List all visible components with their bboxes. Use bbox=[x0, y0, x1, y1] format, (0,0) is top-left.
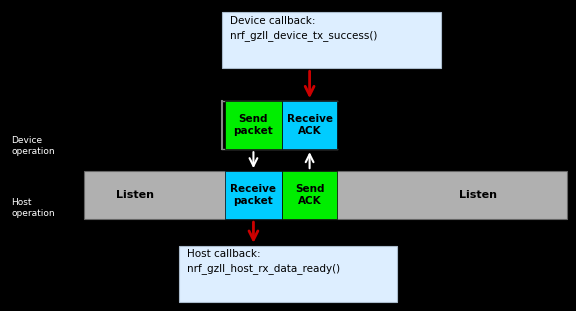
Text: Receive
packet: Receive packet bbox=[230, 184, 276, 206]
Bar bbox=[282, 101, 337, 149]
Text: Listen: Listen bbox=[116, 190, 154, 200]
Text: Receive
ACK: Receive ACK bbox=[287, 114, 332, 136]
Text: Host
operation: Host operation bbox=[12, 198, 55, 218]
Bar bbox=[222, 12, 441, 68]
Text: Send
packet: Send packet bbox=[233, 114, 274, 136]
Bar bbox=[179, 246, 397, 302]
Text: Send
ACK: Send ACK bbox=[295, 184, 324, 206]
Text: Device
operation: Device operation bbox=[12, 136, 55, 156]
Bar bbox=[225, 101, 282, 149]
Text: Device callback:
nrf_gzll_device_tx_success(): Device callback: nrf_gzll_device_tx_succ… bbox=[230, 16, 378, 40]
Bar bbox=[84, 171, 567, 219]
Text: Host callback:
nrf_gzll_host_rx_data_ready(): Host callback: nrf_gzll_host_rx_data_rea… bbox=[187, 249, 340, 274]
Bar bbox=[225, 171, 282, 219]
Text: Listen: Listen bbox=[459, 190, 497, 200]
Bar bbox=[282, 171, 337, 219]
